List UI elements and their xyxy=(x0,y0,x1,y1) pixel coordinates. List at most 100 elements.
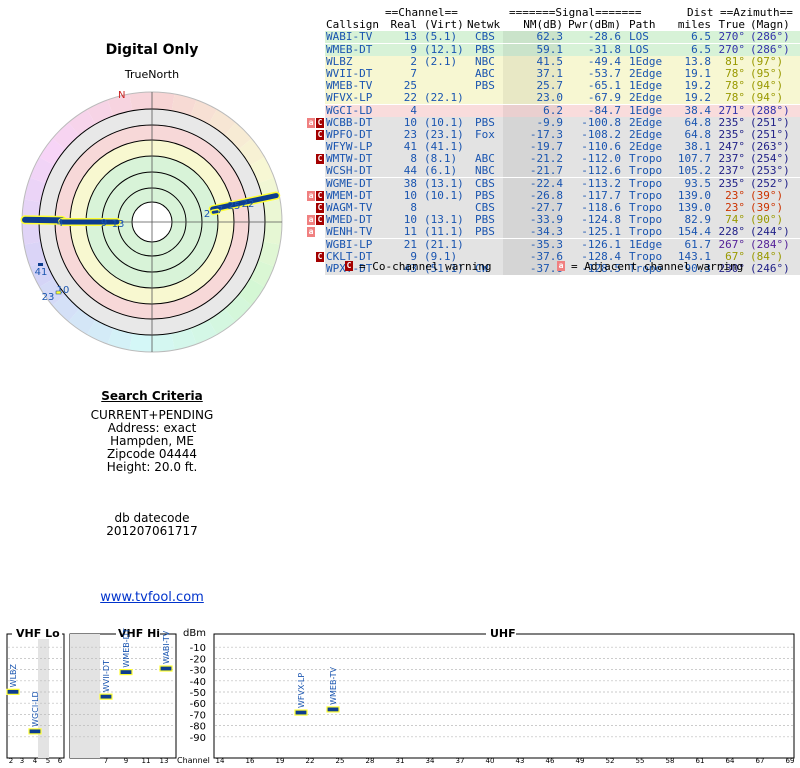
uhf-label: UHF xyxy=(490,627,516,640)
radar-station-label: 25 xyxy=(228,201,241,212)
x-tick-label: 61 xyxy=(696,757,705,765)
noise-margin: -9.9 xyxy=(536,115,564,129)
adjacent-warning-icon: a xyxy=(307,215,315,226)
callsign: WGME-DT xyxy=(326,176,373,190)
power: -118.6 xyxy=(581,201,621,214)
nm-column-shade xyxy=(503,177,560,190)
column-header-virt: (Virt) xyxy=(424,18,464,32)
azimuth-magnetic: (94°) xyxy=(750,91,784,105)
row-background xyxy=(325,238,800,251)
x-tick-label: 49 xyxy=(576,757,585,765)
azimuth-magnetic: (97°) xyxy=(750,54,784,68)
column-header-pwr: Pwr(dBm) xyxy=(568,18,621,32)
nm-column-shade xyxy=(503,141,560,154)
network: PBS xyxy=(475,79,495,93)
callsign: WMEM-DT xyxy=(326,188,373,202)
y-tick-label: -10 xyxy=(190,643,206,654)
real-channel: 7 xyxy=(410,66,417,80)
callsign: WMEB-TV xyxy=(326,79,373,93)
x-tick-label: 7 xyxy=(104,757,108,765)
spectrum-marker xyxy=(99,693,113,700)
row-background xyxy=(325,31,800,44)
x-tick-label: 58 xyxy=(666,757,675,765)
spectrum-marker xyxy=(159,665,173,672)
spectrum-station-label: WMEB-TV xyxy=(329,667,338,705)
row-background xyxy=(325,141,800,154)
virtual-channel: (23.1) xyxy=(424,127,464,141)
x-tick-label: 6 xyxy=(58,757,63,765)
power: -108.2 xyxy=(581,127,621,141)
row-background xyxy=(325,214,800,227)
azimuth-magnetic: (286°) xyxy=(750,30,790,44)
north-marker: N xyxy=(118,90,125,101)
noise-margin: -37.6 xyxy=(529,261,563,275)
x-tick-label: 67 xyxy=(756,757,765,765)
azimuth-group-header: ==Azimuth== xyxy=(720,6,793,19)
y-tick-label: -80 xyxy=(190,722,206,733)
callsign: CKLT-DT xyxy=(326,249,373,263)
row-background xyxy=(325,92,800,105)
power: -128.4 xyxy=(581,249,621,263)
y-tick-label: -40 xyxy=(190,677,206,688)
network: CBS xyxy=(475,201,495,214)
distance: 19.1 xyxy=(684,66,712,80)
x-tick-label: 43 xyxy=(516,757,525,765)
spectrum-marker xyxy=(28,728,42,735)
path: 1Edge xyxy=(629,237,663,251)
vhf-hi-label: VHF Hi xyxy=(118,627,160,640)
co-channel-warning-icon: C xyxy=(316,129,324,140)
nm-column-shade xyxy=(503,128,560,141)
callsign: WLBZ xyxy=(326,54,353,68)
distance: 105.2 xyxy=(677,164,711,178)
path: Tropo xyxy=(629,261,663,275)
virtual-channel: (10.1) xyxy=(424,188,464,202)
real-channel: 23 xyxy=(403,127,417,141)
virtual-channel: (5.1) xyxy=(424,30,458,44)
azimuth-magnetic: (246°) xyxy=(750,261,790,275)
callsign: WAGM-TV xyxy=(326,201,373,214)
virtual-channel: (51.1) xyxy=(424,261,464,275)
noise-margin: -22.4 xyxy=(529,176,563,190)
column-header-miles: miles xyxy=(677,18,711,32)
path: 2Edge xyxy=(629,115,663,129)
x-tick-label: 3 xyxy=(20,757,24,765)
distance: 13.8 xyxy=(684,54,712,68)
row-background xyxy=(325,67,800,80)
radar-station-label: 22 xyxy=(242,199,255,210)
x-tick-label: 4 xyxy=(33,757,38,765)
spectrum-marker xyxy=(6,688,20,695)
callsign: WPFO-DT xyxy=(326,127,373,141)
power: -126.1 xyxy=(581,237,621,251)
x-axis-label: Channel xyxy=(177,756,210,765)
virtual-channel: (13.1) xyxy=(424,213,464,227)
row-background xyxy=(325,202,800,214)
column-header-callsign: Callsign xyxy=(326,18,379,32)
callsign: WFYW-LP xyxy=(326,140,373,154)
azimuth-magnetic: (284°) xyxy=(750,237,790,251)
row-background xyxy=(325,250,800,263)
azimuth-true: 228° xyxy=(718,225,746,239)
power: -117.7 xyxy=(581,188,621,202)
y-tick-label: -90 xyxy=(190,733,206,744)
row-background xyxy=(325,128,800,141)
radar-station-label: 9 xyxy=(101,218,107,229)
nm-column-shade xyxy=(503,92,560,105)
virtual-channel: (2.1) xyxy=(424,54,458,68)
path: 2Edge xyxy=(629,91,663,105)
path: Tropo xyxy=(629,201,663,214)
network: PBS xyxy=(475,225,495,239)
real-channel: 25 xyxy=(403,79,417,93)
y-tick-label: -20 xyxy=(190,654,206,665)
site-link[interactable]: www.tvfool.com xyxy=(100,590,204,605)
real-channel: 13 xyxy=(403,30,417,44)
callsign: WVII-DT xyxy=(326,66,373,80)
co-channel-warning-icon: C xyxy=(316,251,324,262)
real-channel: 11 xyxy=(403,225,417,239)
nm-column-shade xyxy=(503,262,560,275)
path: 1Edge xyxy=(629,54,663,68)
x-tick-label: 5 xyxy=(46,757,50,765)
x-tick-label: 9 xyxy=(124,757,128,765)
noise-margin: 62.3 xyxy=(536,30,564,44)
azimuth-true: 235° xyxy=(718,115,746,129)
path: Tropo xyxy=(629,249,663,263)
